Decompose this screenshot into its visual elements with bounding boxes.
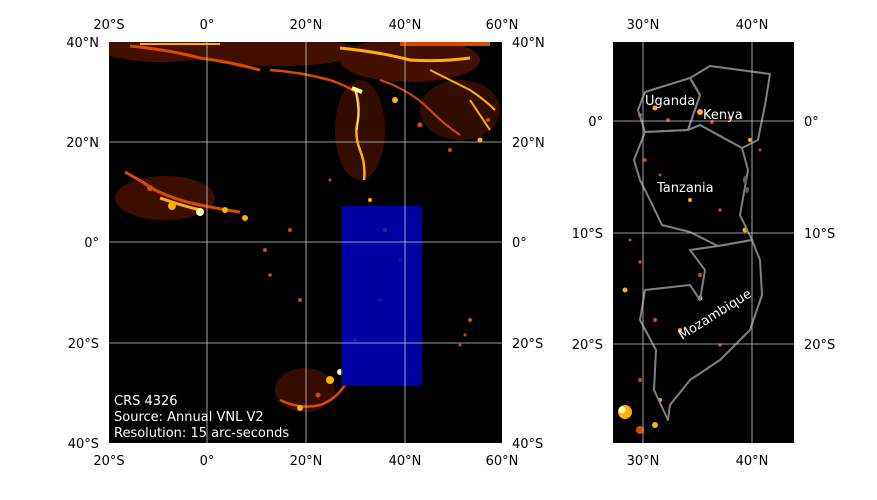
top-lon-tick: 40°N bbox=[389, 18, 422, 33]
inset-right-lat-tick: 0° bbox=[804, 115, 819, 130]
inset-bottom-lon-tick: 40°N bbox=[736, 454, 769, 469]
left-lat-tick: 40°N bbox=[66, 36, 99, 51]
inset-left-lat-tick: 20°S bbox=[572, 338, 603, 353]
left-lat-tick: 20°N bbox=[66, 136, 99, 151]
right-lat-tick: 40°N bbox=[512, 36, 545, 51]
bottom-lon-tick: 20°S bbox=[93, 454, 124, 469]
bottom-lon-tick: 60°N bbox=[486, 454, 519, 469]
left-lat-tick: 40°S bbox=[68, 437, 99, 452]
inset-right-lat-tick: 10°S bbox=[804, 227, 835, 242]
lights-middle-east bbox=[379, 79, 491, 152]
inset-top-lon-tick: 40°N bbox=[736, 18, 769, 33]
lights-madagascar bbox=[458, 318, 472, 347]
inset-map-gridlines bbox=[613, 42, 794, 443]
country-label-uganda: Uganda bbox=[645, 94, 695, 109]
region-highlight bbox=[341, 206, 422, 386]
lights-west-africa bbox=[124, 170, 267, 252]
lights-south-africa bbox=[279, 369, 347, 411]
right-lat-tick: 40°S bbox=[512, 437, 543, 452]
lights-glow bbox=[109, 42, 500, 412]
resolution-note: Resolution: 15 arc-seconds bbox=[114, 426, 289, 441]
main-map-lights bbox=[109, 42, 500, 412]
right-lat-tick: 20°N bbox=[512, 136, 545, 151]
left-lat-tick: 20°S bbox=[68, 337, 99, 352]
country-label-kenya: Kenya bbox=[703, 108, 743, 123]
main-map-gridlines bbox=[109, 42, 502, 443]
border-kenya bbox=[687, 65, 771, 149]
left-lat-tick: 0° bbox=[84, 236, 99, 251]
top-lon-tick: 60°N bbox=[486, 18, 519, 33]
inset-bottom-lon-tick: 30°N bbox=[627, 454, 660, 469]
top-lon-tick: 20°S bbox=[93, 18, 124, 33]
inset-coast-islands bbox=[743, 176, 749, 193]
lights-nile bbox=[351, 86, 366, 181]
inset-right-lat-tick: 20°S bbox=[804, 338, 835, 353]
top-lon-tick: 0° bbox=[200, 18, 215, 33]
country-label-tanzania: Tanzania bbox=[656, 181, 714, 196]
right-lat-tick: 0° bbox=[512, 236, 527, 251]
crs-note: CRS 4326 bbox=[114, 394, 178, 409]
bottom-lon-tick: 0° bbox=[200, 454, 215, 469]
inset-top-lon-tick: 30°N bbox=[627, 18, 660, 33]
inset-left-lat-tick: 10°S bbox=[572, 227, 603, 242]
top-lon-tick: 20°N bbox=[290, 18, 323, 33]
inset-map-panel: Uganda Kenya Tanzania Mozambique 30°N 40… bbox=[572, 18, 836, 469]
bottom-lon-tick: 40°N bbox=[389, 454, 422, 469]
bottom-lon-tick: 20°N bbox=[290, 454, 323, 469]
inset-left-lat-tick: 0° bbox=[588, 115, 603, 130]
source-note: Source: Annual VNL V2 bbox=[114, 410, 264, 425]
main-map-panel: CRS 4326 Source: Annual VNL V2 Resolutio… bbox=[66, 18, 545, 469]
right-lat-tick: 20°S bbox=[512, 337, 543, 352]
